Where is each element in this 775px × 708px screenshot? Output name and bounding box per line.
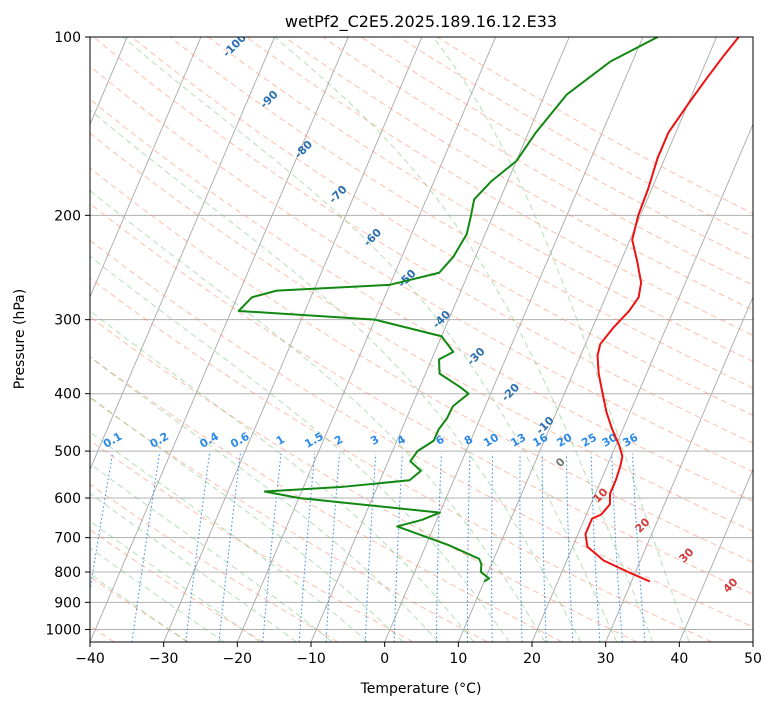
mixing-ratio-line: [435, 453, 442, 642]
y-tick-label: 500: [54, 444, 81, 460]
mixing-ratio-line: [541, 453, 547, 642]
moist-adiabat-line: [274, 37, 654, 642]
y-tick-label: 700: [54, 531, 81, 547]
y-tick-label: 200: [54, 208, 81, 224]
dry-adiabat-line: [131, 37, 753, 416]
moist-adiabat-line: [432, 37, 690, 642]
isotherm-line: [90, 37, 202, 299]
dry-adiabat-line: [90, 65, 753, 473]
dry-adiabat-line: [90, 167, 753, 563]
x-tick-label: −40: [75, 651, 105, 667]
moist-adiabat-line: [90, 310, 475, 642]
y-tick-label: 400: [54, 387, 81, 403]
y-tick-label: 900: [54, 595, 81, 611]
mixing-ratio-line: [590, 453, 601, 642]
x-tick-label: 40: [670, 651, 688, 667]
x-tick-label: 30: [597, 651, 615, 667]
temperature-profile-line: [584, 37, 740, 583]
dry-adiabat-line: [90, 239, 753, 628]
chart-title: wetPf2_C2E5.2025.189.16.12.E33: [285, 12, 557, 32]
x-tick-label: −10: [296, 651, 326, 667]
y-tick-label: 600: [54, 491, 81, 507]
dry-adiabat-line: [169, 37, 753, 389]
isotherm-line: [163, 37, 423, 642]
isotherm-line: [605, 295, 753, 642]
plot-frame: [89, 36, 754, 643]
dry-adiabat-line: [90, 483, 339, 642]
moist-adiabat-line: [90, 492, 297, 642]
mixing-ratio-line: [393, 453, 403, 642]
y-axis-label: Pressure (hPa): [12, 289, 28, 389]
moist-adiabat-line: [90, 396, 404, 642]
x-tick-label: 20: [523, 651, 541, 667]
moist-adiabat-line: [122, 37, 618, 642]
x-tick-label: 50: [744, 651, 762, 667]
isotherm-line: [236, 37, 497, 642]
isotherm-line: [457, 37, 718, 642]
moist-adiabat-line: [90, 255, 510, 642]
mixing-ratio-line: [491, 453, 494, 642]
mixing-ratio-line: [565, 453, 574, 642]
mixing-ratio-line: [519, 453, 523, 642]
y-tick-label: 1000: [45, 622, 81, 638]
dewpoint-profile-line: [237, 37, 659, 583]
isotherm-line: [90, 37, 349, 642]
x-tick-label: −20: [223, 651, 253, 667]
y-tick-label: 100: [54, 30, 81, 46]
isotherm-line: [90, 37, 276, 471]
moist-adiabat-line: [90, 356, 439, 642]
axes: −40 −30 −20 −10 0 10 20 30 40 50 100 200 300 400 500 60…: [45, 30, 762, 667]
mixing-ratio-line: [466, 453, 471, 642]
x-tick-label: 0: [380, 651, 389, 667]
mixing-ratio-line: [364, 453, 377, 642]
mixing-ratio-line: [325, 453, 341, 642]
y-tick-label: 300: [54, 313, 81, 329]
dry-adiabat-line: [90, 356, 563, 642]
mixing-ratio-line: [632, 453, 646, 642]
mixing-ratio-line: [298, 453, 316, 642]
dry-adiabat-line: [90, 203, 753, 595]
x-axis-label: Temperature (°C): [360, 681, 482, 697]
x-tick-label: 10: [449, 651, 467, 667]
isotherm-line: [384, 37, 644, 642]
x-tick-label: −30: [149, 651, 179, 667]
dry-adiabat-line: [93, 37, 753, 444]
isotherm-line: [678, 468, 753, 642]
y-tick-label: 800: [54, 565, 81, 581]
dry-adiabat-line: [90, 98, 753, 502]
dry-adiabat-line: [90, 132, 753, 532]
